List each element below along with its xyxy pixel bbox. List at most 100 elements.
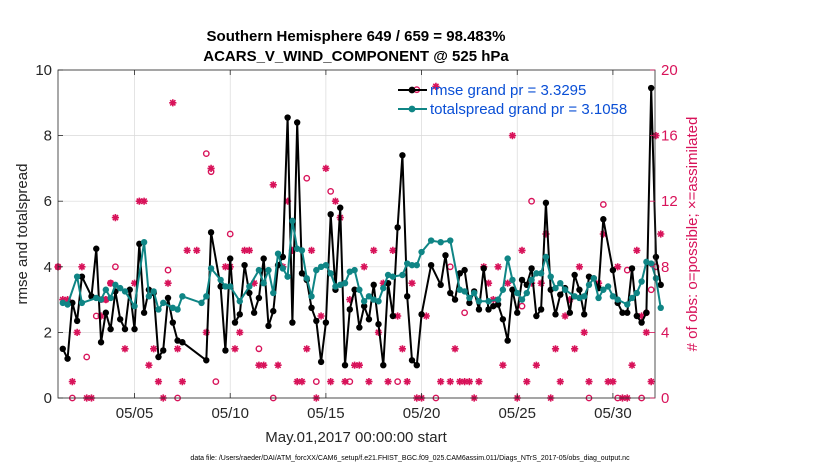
plot-area bbox=[58, 70, 655, 398]
spread-point-56 bbox=[389, 273, 397, 280]
rmse-point-29 bbox=[227, 255, 234, 262]
spread-point-80 bbox=[537, 270, 545, 277]
assimilated-obs-marker-42 bbox=[293, 378, 301, 386]
y-tick-label-3: 6 bbox=[44, 193, 52, 210]
assimilated-obs-marker-87 bbox=[518, 246, 526, 254]
spread-point-25 bbox=[227, 283, 234, 290]
assimilated-obs-marker-72 bbox=[446, 378, 454, 386]
assimilated-obs-marker-11 bbox=[111, 214, 120, 222]
rmse-point-38 bbox=[270, 307, 277, 315]
rmse-point-6 bbox=[93, 245, 100, 252]
assimilated-obs-marker-8 bbox=[97, 312, 105, 320]
assimilated-obs-marker-76 bbox=[465, 378, 473, 386]
spread-point-84 bbox=[557, 280, 564, 287]
assimilated-obs-marker-26 bbox=[202, 328, 210, 336]
assimilated-obs-marker-9 bbox=[102, 296, 110, 304]
x-tick-label-4: 05/25 bbox=[498, 405, 536, 422]
spread-point-93 bbox=[604, 283, 612, 290]
assimilated-obs-marker-74 bbox=[456, 378, 464, 386]
spread-point-9 bbox=[116, 284, 124, 292]
assimilated-obs-marker-5 bbox=[78, 263, 86, 271]
rmse-point-9 bbox=[107, 325, 114, 333]
assimilated-obs-marker-73 bbox=[451, 345, 459, 353]
rmse-point-96 bbox=[557, 291, 564, 298]
possible-obs-marker-26 bbox=[528, 197, 535, 205]
assimilated-obs-marker-83 bbox=[499, 361, 507, 369]
assimilated-obs-marker-101 bbox=[585, 378, 593, 386]
rmse-point-67 bbox=[408, 357, 416, 364]
spread-point-91 bbox=[595, 294, 602, 302]
spread-point-2 bbox=[73, 273, 81, 280]
rmse-point-105 bbox=[600, 216, 607, 223]
assimilated-obs-marker-91 bbox=[537, 279, 545, 287]
possible-obs-marker-2 bbox=[83, 353, 91, 361]
possible-obs-marker-20 bbox=[394, 378, 402, 385]
spread-point-28 bbox=[255, 266, 263, 274]
rmse-point-79 bbox=[475, 306, 483, 313]
spread-point-75 bbox=[514, 289, 521, 297]
rmse-point-0 bbox=[59, 345, 66, 352]
spread-point-66 bbox=[461, 288, 468, 295]
x-tick-label-2: 05/15 bbox=[307, 405, 345, 422]
assimilated-obs-marker-70 bbox=[432, 82, 440, 90]
spread-point-78 bbox=[528, 276, 535, 284]
assimilated-obs-marker-104 bbox=[604, 378, 612, 386]
spread-point-11 bbox=[131, 302, 138, 310]
spread-point-7 bbox=[107, 294, 114, 302]
rmse-point-28 bbox=[222, 347, 229, 354]
rmse-point-47 bbox=[313, 317, 320, 325]
possible-obs-marker-13 bbox=[226, 230, 234, 238]
spread-point-31 bbox=[270, 289, 277, 297]
spread-point-77 bbox=[523, 289, 530, 297]
spread-point-83 bbox=[552, 284, 559, 292]
rmse-point-32 bbox=[241, 261, 248, 269]
y-tick-label-0: 0 bbox=[44, 390, 52, 407]
rmse-point-101 bbox=[581, 311, 588, 318]
assimilated-obs-marker-2 bbox=[63, 296, 72, 304]
assimilated-obs-marker-69 bbox=[422, 312, 430, 320]
rmse-point-65 bbox=[399, 152, 406, 159]
y2-tick-label-4: 16 bbox=[661, 128, 678, 145]
rmse-point-36 bbox=[260, 255, 267, 262]
spread-point-15 bbox=[155, 306, 162, 313]
y2-tick-label-2: 8 bbox=[661, 259, 669, 276]
assimilated-obs-marker-113 bbox=[647, 378, 655, 386]
rmse-point-116 bbox=[657, 281, 664, 289]
assimilated-obs-marker-41 bbox=[288, 246, 296, 254]
assimilated-obs-marker-66 bbox=[408, 279, 416, 287]
spread-point-3 bbox=[78, 299, 86, 307]
assimilated-obs-marker-55 bbox=[355, 361, 363, 369]
rmse-point-22 bbox=[169, 319, 177, 326]
rmse-point-64 bbox=[394, 224, 401, 231]
possible-obs-marker-14 bbox=[255, 345, 263, 353]
spread-point-33 bbox=[279, 265, 287, 272]
assimilated-obs-marker-24 bbox=[183, 246, 191, 254]
spread-point-81 bbox=[542, 253, 550, 261]
assimilated-obs-marker-4 bbox=[73, 328, 81, 336]
spread-point-51 bbox=[365, 293, 373, 300]
rmse-point-71 bbox=[437, 281, 444, 289]
rmse-point-59 bbox=[370, 281, 377, 289]
rmse-point-37 bbox=[265, 322, 272, 330]
rmse-point-54 bbox=[346, 306, 354, 313]
assimilated-obs-marker-47 bbox=[317, 312, 325, 320]
rmse-point-70 bbox=[427, 261, 435, 269]
spread-point-43 bbox=[327, 270, 334, 277]
rmse-point-63 bbox=[389, 312, 397, 320]
x-tick-label-0: 05/05 bbox=[116, 405, 154, 422]
spread-point-70 bbox=[485, 298, 492, 305]
rmse-point-100 bbox=[576, 286, 583, 293]
spread-point-5 bbox=[97, 296, 105, 303]
assimilated-obs-marker-3 bbox=[68, 378, 76, 386]
spread-point-12 bbox=[140, 239, 148, 246]
assimilated-obs-marker-30 bbox=[231, 345, 239, 353]
x-tick-label-3: 05/20 bbox=[403, 405, 441, 422]
possible-obs-marker-8 bbox=[164, 266, 172, 274]
assimilated-obs-marker-15 bbox=[140, 197, 148, 205]
assimilated-obs-marker-33 bbox=[245, 246, 253, 254]
rmse-point-76 bbox=[461, 266, 468, 274]
rmse-point-57 bbox=[360, 302, 368, 310]
possible-obs-marker-24 bbox=[461, 309, 469, 317]
assimilated-obs-marker-111 bbox=[638, 312, 646, 320]
legend-rmse-label: rmse grand pr = 3.3295 bbox=[430, 82, 586, 99]
